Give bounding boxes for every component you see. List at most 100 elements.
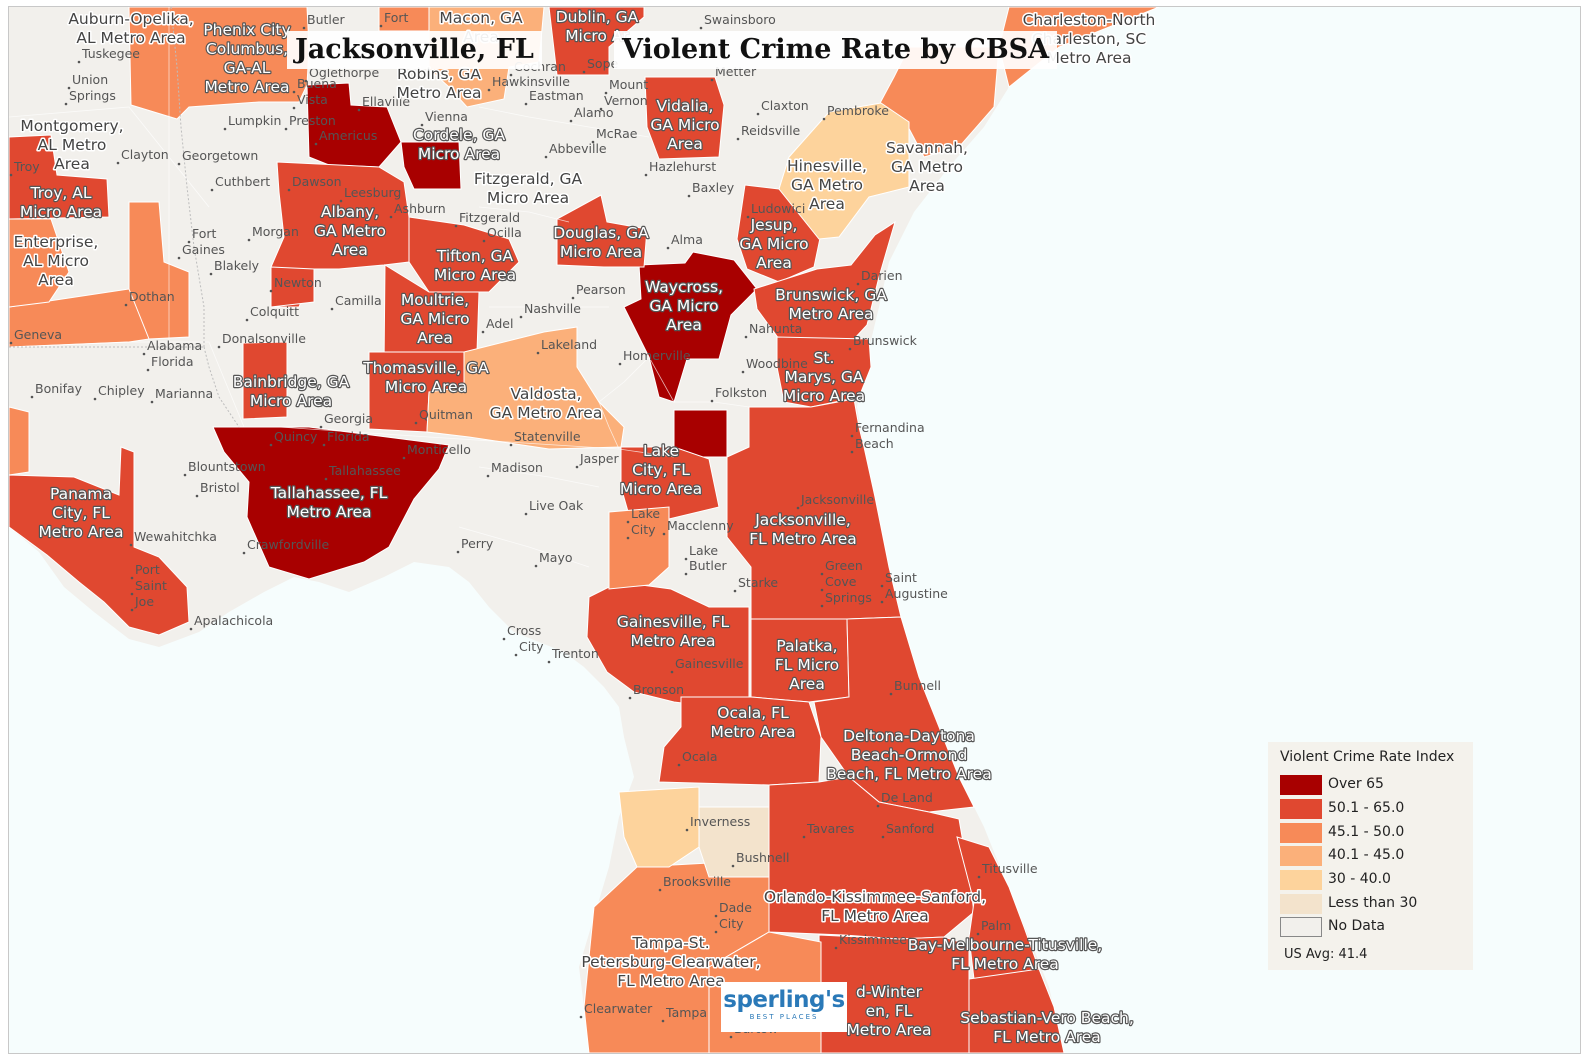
cbsa-label-line: Lake <box>643 442 679 460</box>
cbsa-label-line: Micro Area <box>487 189 569 207</box>
legend-label: 45.1 - 50.0 <box>1328 824 1405 840</box>
cbsa-30-40 <box>618 102 910 868</box>
region-waycross[interactable] <box>623 251 758 403</box>
city-label: Mount <box>609 77 648 92</box>
region-panama[interactable] <box>9 446 190 636</box>
cbsa-label-line: Phenix City <box>203 21 290 39</box>
cbsa-label-line: en, FL <box>866 1002 913 1020</box>
city-dot <box>402 456 406 460</box>
region-lakeland[interactable] <box>818 934 970 1053</box>
city-label: Lakeland <box>541 337 597 352</box>
city-label: Springs <box>69 88 116 103</box>
region-newton[interactable] <box>270 266 315 308</box>
region-valdosta[interactable] <box>426 326 625 450</box>
legend-label: 40.1 - 45.0 <box>1328 847 1405 863</box>
city-dot <box>733 589 737 593</box>
city-label: Chipley <box>98 383 145 398</box>
cbsa-label-tallahassee: Tallahassee, FL Metro Area <box>270 484 388 521</box>
city-labels: Butler Fort SwainsboroTuskegeeOglethorpeBu… <box>9 10 1038 1039</box>
city-dot <box>976 932 980 936</box>
city-dot <box>544 155 548 159</box>
cbsa-label-line: Charleston, SC <box>1032 30 1146 48</box>
cbsa-label-line: Metro Area <box>396 84 481 102</box>
city-label: Bushnell <box>736 850 790 865</box>
city-label: City <box>719 916 744 931</box>
cbsa-label-line: Area <box>54 155 90 173</box>
city-dot <box>524 102 528 106</box>
map-canvas[interactable]: Butler Fort SwainsboroTuskegeeOglethorpeBu… <box>9 7 1580 1053</box>
cbsa-label-line: Micro Area <box>385 378 467 396</box>
region-enterprise[interactable] <box>9 218 70 308</box>
city-label: Troy <box>13 159 40 174</box>
region-lakecity[interactable] <box>620 446 720 520</box>
city-dot <box>820 572 824 576</box>
region-stmarys[interactable] <box>776 336 872 408</box>
region-sumter[interactable] <box>698 806 770 878</box>
cbsa-label-line: Area <box>666 316 702 334</box>
region-dublin[interactable] <box>548 7 645 76</box>
city-dot <box>177 162 181 166</box>
cbsa-label-line: Moultrie, <box>401 291 469 309</box>
city-label: Port <box>135 562 160 577</box>
city-label: Brooksville <box>663 874 731 889</box>
city-dot <box>177 256 181 260</box>
city-dot <box>324 477 328 481</box>
region-sebastian[interactable] <box>968 968 1065 1053</box>
region-bainbridge[interactable] <box>242 341 288 420</box>
region-hinesville[interactable] <box>778 102 910 240</box>
region-brunswick[interactable] <box>753 220 896 343</box>
cbsa-label-line: Brunswick, GA <box>775 286 887 304</box>
city-label: Lake <box>631 506 660 521</box>
crime-map[interactable]: Butler Fort Swainsboro Tuskegee Oglethorpe Bu… <box>8 6 1581 1054</box>
legend-row-30-40: 30 - 40.0 <box>1280 870 1470 891</box>
sperlings-logo[interactable]: sperling's BEST PLACES <box>721 982 847 1032</box>
city-label: Green <box>825 558 863 573</box>
cbsa-label-lakecity: Lake City, FL Micro Area <box>620 442 702 498</box>
city-dot <box>661 1019 665 1023</box>
region-troy[interactable] <box>9 134 110 220</box>
region-lakecity-south[interactable] <box>608 506 670 590</box>
city-label: Live Oak <box>529 498 584 513</box>
city-dot <box>834 946 838 950</box>
city-label: Fort <box>192 226 217 241</box>
city-label: Dothan <box>129 289 175 304</box>
city-label: Clearwater <box>584 1001 653 1016</box>
city-dot <box>710 78 714 82</box>
city-dot <box>304 79 308 83</box>
city-label: Alamo <box>574 105 614 120</box>
city-dot <box>536 351 540 355</box>
region-tallahassee[interactable] <box>212 426 450 580</box>
region-vidalia[interactable] <box>644 76 725 160</box>
city-label: Claxton <box>761 98 809 113</box>
region-inverness[interactable] <box>618 786 700 868</box>
map-title: Violent Crime Rate by CBSA <box>614 31 1058 69</box>
city-label: Ocala <box>682 749 718 764</box>
region-geneva[interactable] <box>9 288 150 348</box>
title-metric: Violent Crime Rate by CBSA <box>622 34 1050 65</box>
city-label: Monticello <box>407 442 471 457</box>
region-phenix-south[interactable] <box>9 406 30 476</box>
city-label: Springs <box>825 590 872 605</box>
cbsa-label-cordele: Cordele, GA Micro Area <box>413 126 505 163</box>
city-label: Perry <box>461 536 494 551</box>
cbsa-label-montgomery: Montgomery, AL Metro Area <box>20 117 123 173</box>
cbsa-label-line: Enterprise, <box>14 233 99 251</box>
city-dot <box>269 443 273 447</box>
city-dot <box>64 102 68 106</box>
city-dot <box>284 127 288 131</box>
city-label: Starke <box>738 575 778 590</box>
region-tifton[interactable] <box>408 216 520 293</box>
city-label: Butler <box>307 12 346 27</box>
region-cordele[interactable] <box>400 141 462 190</box>
city-dot <box>223 127 227 131</box>
legend-swatch <box>1280 846 1322 866</box>
cbsa-label-line: Metro Area <box>710 723 795 741</box>
cbsa-label-line: AL Metro Area <box>76 29 185 47</box>
cbsa-label-line: GA Micro <box>650 116 719 134</box>
region-douglas[interactable] <box>556 194 648 268</box>
city-dot <box>731 864 735 868</box>
city-label: Jacksonville <box>800 492 874 507</box>
cbsa-label-line: Beach, FL Metro Area <box>826 765 991 783</box>
legend-title: Violent Crime Rate Index <box>1280 749 1455 765</box>
legend-swatch <box>1280 799 1322 819</box>
